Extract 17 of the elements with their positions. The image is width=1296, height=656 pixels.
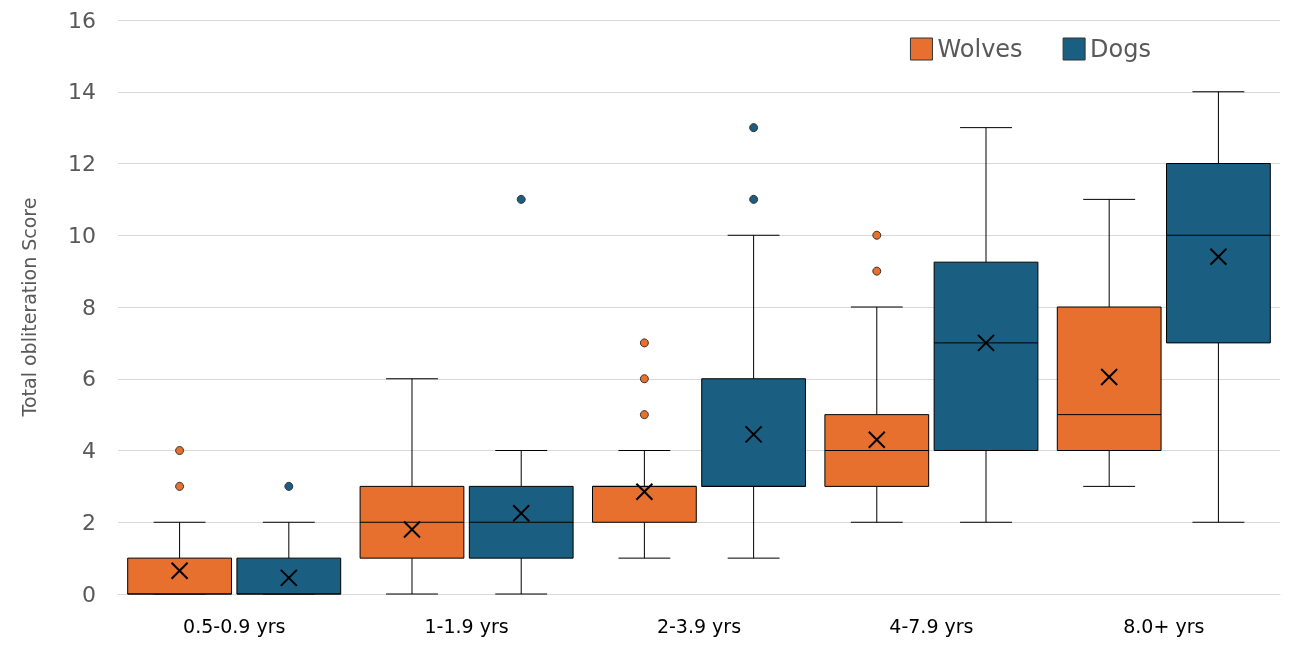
y-tick-label: 6 <box>82 366 96 392</box>
x-tick-label: 2-3.9 yrs <box>656 614 742 637</box>
y-tick-label: 8 <box>82 294 96 320</box>
y-tick-label: 12 <box>68 151 96 176</box>
y-tick-label: 0 <box>82 581 96 607</box>
legend-label: Dogs <box>1090 35 1151 63</box>
y-tick-label: 2 <box>82 509 96 535</box>
y-tick-label: 10 <box>68 222 96 248</box>
y-tick-label: 16 <box>68 7 96 33</box>
x-tick-label: 8.0+ yrs <box>1123 614 1205 637</box>
y-axis-title: Total obliteration Score <box>17 197 40 418</box>
x-tick-label: 1-1.9 yrs <box>424 614 509 637</box>
x-tick-label: 0.5-0.9 yrs <box>183 614 286 637</box>
y-tick-label: 4 <box>82 438 96 463</box>
legend-label: Wolves <box>937 35 1023 63</box>
y-tick-label: 14 <box>68 79 96 105</box>
x-tick-label: 4-7.9 yrs <box>889 614 974 637</box>
